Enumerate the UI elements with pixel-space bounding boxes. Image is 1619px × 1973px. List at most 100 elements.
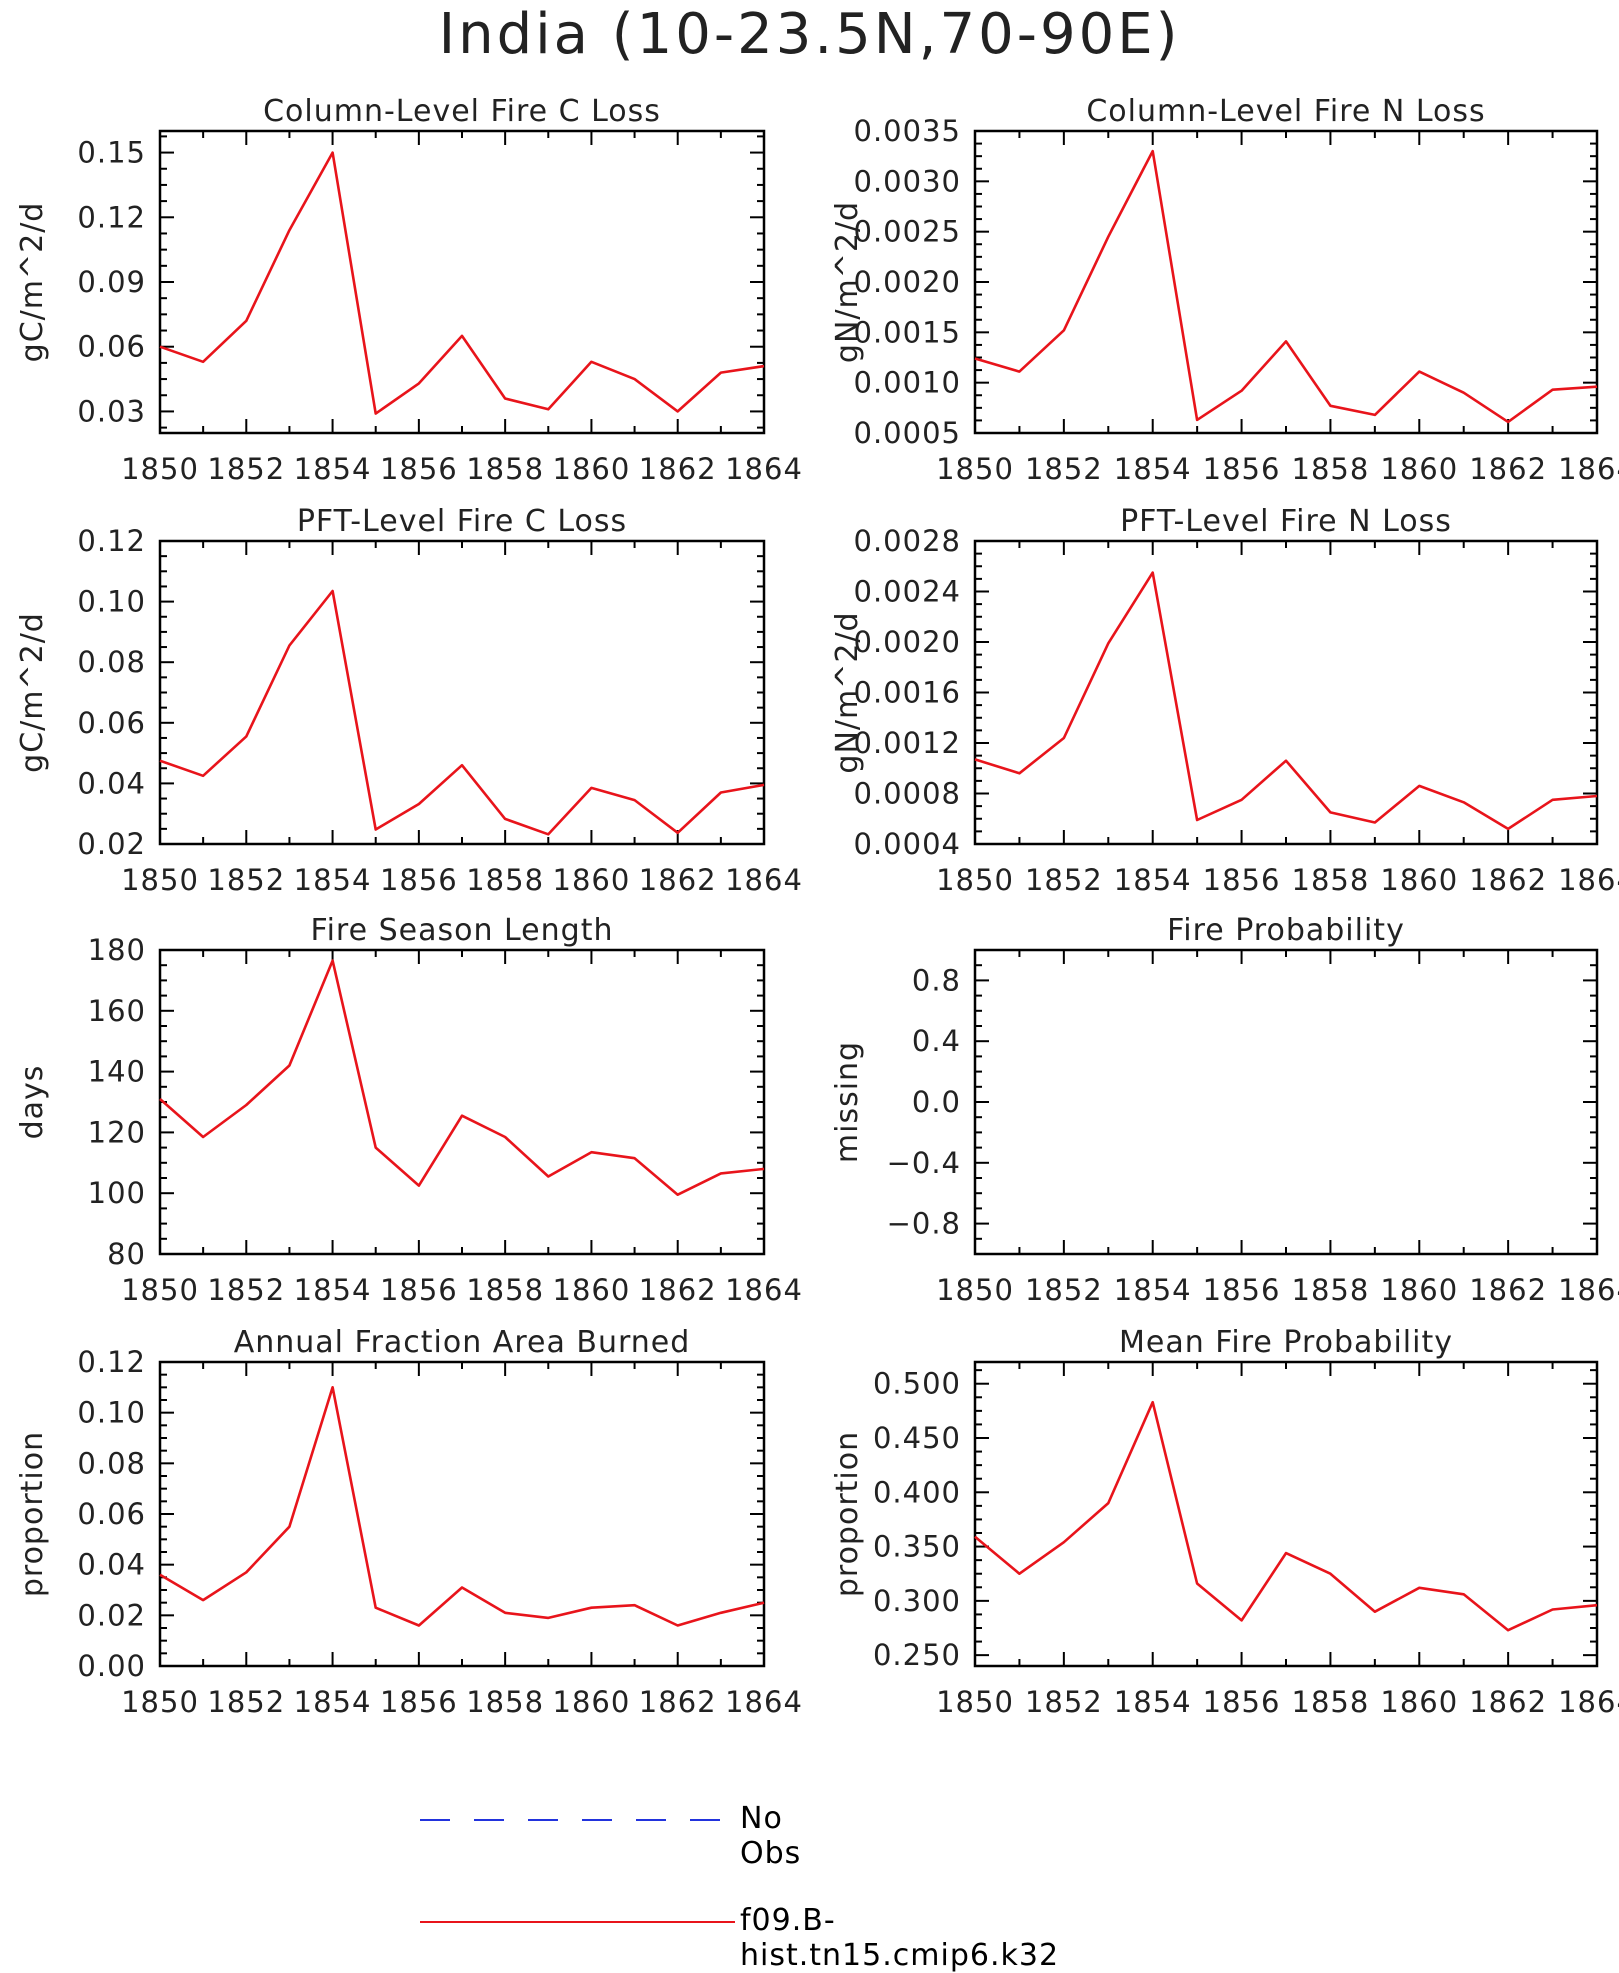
x-tick-label: 1854	[1114, 863, 1192, 897]
x-tick-label: 1858	[1292, 1273, 1370, 1307]
x-tick-label: 1858	[1292, 1685, 1370, 1719]
y-tick-label: 0.09	[77, 265, 146, 299]
x-tick-label: 1854	[294, 1685, 372, 1719]
x-tick-label: 1850	[936, 1685, 1014, 1719]
y-tick-label: 0.03	[77, 394, 146, 428]
x-tick-label: 1864	[1558, 452, 1619, 486]
x-tick-label: 1854	[1114, 1273, 1192, 1307]
y-axis-label: proportion	[15, 1431, 50, 1597]
panel-title: Fire Season Length	[311, 913, 614, 948]
y-tick-label: −0.8	[887, 1207, 961, 1241]
y-tick-label: 0.0004	[854, 827, 961, 861]
y-axis-label: gN/m^2/d	[830, 201, 865, 363]
x-tick-label: 1860	[553, 1273, 631, 1307]
y-axis-label: gC/m^2/d	[15, 202, 50, 363]
y-tick-label: 0.02	[77, 1598, 146, 1632]
y-axis-label: gC/m^2/d	[15, 612, 50, 773]
x-tick-label: 1862	[639, 1685, 717, 1719]
page-title: India (10-23.5N,70-90E)	[438, 2, 1181, 67]
y-tick-label: 0.0030	[854, 164, 961, 198]
plot-frame	[973, 129, 1599, 435]
y-axis-label: gN/m^2/d	[830, 611, 865, 773]
x-tick-label: 1856	[380, 1273, 458, 1307]
y-tick-label: 0.8	[912, 963, 961, 997]
x-tick-label: 1864	[725, 1273, 803, 1307]
series-line	[974, 1400, 1598, 1632]
y-axis-label: missing	[830, 1041, 865, 1163]
y-axis-label: proportion	[830, 1431, 865, 1597]
x-tick-label: 1856	[1203, 1273, 1281, 1307]
x-tick-label: 1864	[1558, 1273, 1619, 1307]
series-line	[159, 589, 765, 836]
x-tick-label: 1854	[294, 863, 372, 897]
x-tick-label: 1850	[936, 452, 1014, 486]
x-tick-label: 1852	[1025, 863, 1103, 897]
y-tick-label: 160	[88, 994, 146, 1028]
x-tick-label: 1854	[1114, 452, 1192, 486]
x-tick-label: 1852	[207, 452, 285, 486]
plot-frame	[973, 1360, 1599, 1668]
x-tick-label: 1862	[1469, 863, 1547, 897]
y-tick-label: 0.0010	[854, 366, 961, 400]
y-tick-label: 0.08	[77, 645, 146, 679]
y-tick-label: 0.250	[873, 1638, 961, 1672]
y-tick-label: 0.0008	[854, 777, 961, 811]
x-tick-label: 1854	[1114, 1685, 1192, 1719]
x-tick-label: 1862	[639, 1273, 717, 1307]
x-tick-label: 1864	[725, 452, 803, 486]
legend-label-model-run: f09.B-hist.tn15.cmip6.k32	[740, 1903, 1060, 1973]
y-tick-label: 0.0015	[854, 315, 961, 349]
panel-3: PFT-Level Fire C Loss gC/m^2/d 1850 1852 185…	[15, 504, 802, 897]
y-tick-label: 0.06	[77, 1497, 146, 1531]
series-line	[974, 149, 1598, 424]
y-tick-label: 0.08	[77, 1446, 146, 1480]
panel-title: Mean Fire Probability	[1119, 1325, 1453, 1360]
panel-2: Column-Level Fire N Loss gN/m^2/d 1850 1852…	[830, 94, 1619, 486]
x-tick-label: 1852	[1025, 1273, 1103, 1307]
series-line	[159, 151, 765, 415]
plot-frame	[158, 129, 766, 435]
x-tick-label: 1850	[936, 863, 1014, 897]
y-tick-label: 120	[88, 1115, 146, 1149]
y-tick-label: 100	[88, 1176, 146, 1210]
panel-title: Column-Level Fire N Loss	[1086, 94, 1485, 129]
x-tick-label: 1862	[1469, 452, 1547, 486]
x-tick-label: 1850	[936, 1273, 1014, 1307]
panel-title: PFT-Level Fire C Loss	[297, 504, 627, 539]
x-tick-label: 1850	[121, 452, 199, 486]
y-tick-label: 180	[88, 933, 146, 967]
series-line	[159, 1386, 765, 1627]
x-tick-label: 1858	[466, 1273, 544, 1307]
y-tick-label: 0.12	[77, 200, 146, 234]
x-tick-label: 1862	[1469, 1273, 1547, 1307]
y-tick-label: 0.06	[77, 706, 146, 740]
y-tick-label: 0.0020	[854, 265, 961, 299]
y-tick-label: 0.04	[77, 1548, 146, 1582]
y-tick-label: 0.0025	[854, 215, 961, 249]
x-tick-label: 1860	[553, 452, 631, 486]
x-tick-label: 1864	[1558, 1685, 1619, 1719]
plot-frame	[973, 948, 1599, 1256]
panel-title: PFT-Level Fire N Loss	[1120, 504, 1452, 539]
x-tick-label: 1858	[466, 863, 544, 897]
x-tick-label: 1852	[1025, 452, 1103, 486]
plot-frame	[158, 1360, 766, 1668]
x-tick-label: 1850	[121, 1685, 199, 1719]
x-tick-label: 1864	[1558, 863, 1619, 897]
series-line	[974, 571, 1598, 831]
y-tick-label: 0.06	[77, 330, 146, 364]
y-tick-label: 0.00	[77, 1649, 146, 1683]
x-tick-label: 1862	[639, 863, 717, 897]
x-tick-label: 1852	[1025, 1685, 1103, 1719]
y-tick-label: 0.0028	[854, 524, 961, 558]
x-tick-label: 1854	[294, 452, 372, 486]
x-tick-label: 1860	[1380, 1685, 1458, 1719]
y-tick-label: 80	[107, 1237, 146, 1271]
panel-title: Fire Probability	[1167, 913, 1405, 948]
x-tick-label: 1856	[380, 1685, 458, 1719]
panel-1: Column-Level Fire C Loss gC/m^2/d 1850 1852…	[15, 94, 803, 486]
x-tick-label: 1860	[553, 863, 631, 897]
y-tick-label: 0.300	[873, 1584, 961, 1618]
y-tick-label: 0.15	[77, 136, 146, 170]
